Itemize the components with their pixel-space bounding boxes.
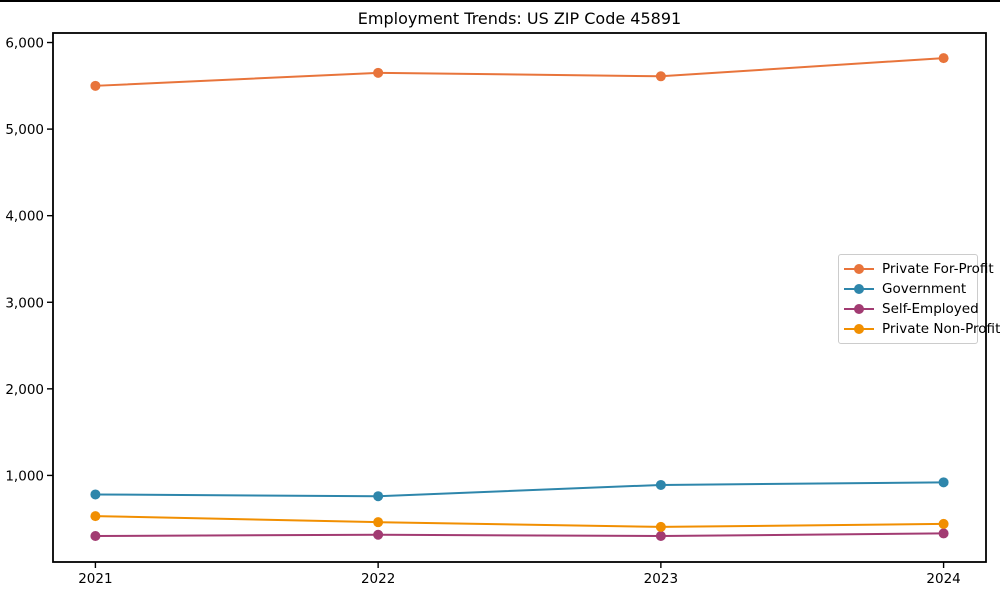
y-tick-label: 6,000 bbox=[5, 36, 44, 52]
window-top-edge bbox=[0, 0, 1000, 2]
legend: Private For-Profit Government Self-Employe… bbox=[838, 254, 1000, 344]
data-point-self-employed bbox=[373, 529, 384, 540]
x-tick-label: 2024 bbox=[926, 571, 960, 587]
x-tick-label: 2023 bbox=[644, 571, 678, 587]
y-tick-label: 5,000 bbox=[5, 122, 44, 138]
data-point-private-non-profit bbox=[90, 511, 101, 522]
legend-entry: Private Non-Profit bbox=[843, 319, 1000, 339]
y-tick-label: 1,000 bbox=[5, 468, 44, 484]
legend-entry: Self-Employed bbox=[843, 299, 979, 319]
data-point-government bbox=[938, 477, 949, 488]
legend-line-marker-icon bbox=[844, 304, 874, 314]
legend-label: Private For-Profit bbox=[882, 261, 994, 277]
data-point-self-employed bbox=[938, 528, 949, 539]
axes-frame bbox=[52, 32, 987, 563]
data-point-government bbox=[655, 479, 666, 490]
data-point-private-for-profit bbox=[938, 53, 949, 64]
y-tick-label: 2,000 bbox=[5, 382, 44, 398]
y-tick-label: 3,000 bbox=[5, 295, 44, 311]
legend-entry: Private For-Profit bbox=[843, 259, 994, 279]
legend-line-marker-icon bbox=[844, 284, 874, 294]
data-point-private-for-profit bbox=[373, 67, 384, 78]
legend-label: Private Non-Profit bbox=[882, 321, 1000, 337]
legend-label: Government bbox=[882, 281, 967, 297]
legend-label: Self-Employed bbox=[882, 301, 979, 317]
data-point-private-non-profit bbox=[938, 518, 949, 529]
x-tick-label: 2021 bbox=[78, 571, 112, 587]
legend-line-marker-icon bbox=[844, 264, 874, 274]
data-point-self-employed bbox=[90, 531, 101, 542]
series-line-government bbox=[95, 481, 944, 498]
chart-title: Employment Trends: US ZIP Code 45891 bbox=[357, 9, 682, 28]
data-point-private-for-profit bbox=[655, 71, 666, 82]
data-point-government bbox=[373, 491, 384, 502]
series-line-self-employed bbox=[95, 532, 944, 538]
series-line-private-non-profit bbox=[95, 515, 944, 528]
data-point-private-for-profit bbox=[90, 80, 101, 91]
data-point-self-employed bbox=[655, 531, 666, 542]
y-tick-label: 4,000 bbox=[5, 209, 44, 225]
data-point-government bbox=[90, 489, 101, 500]
x-tick-label: 2022 bbox=[361, 571, 395, 587]
legend-entry: Government bbox=[843, 279, 971, 299]
series-line-private-for-profit bbox=[95, 57, 944, 87]
data-point-private-non-profit bbox=[655, 521, 666, 532]
data-point-private-non-profit bbox=[373, 517, 384, 528]
legend-line-marker-icon bbox=[844, 324, 874, 334]
